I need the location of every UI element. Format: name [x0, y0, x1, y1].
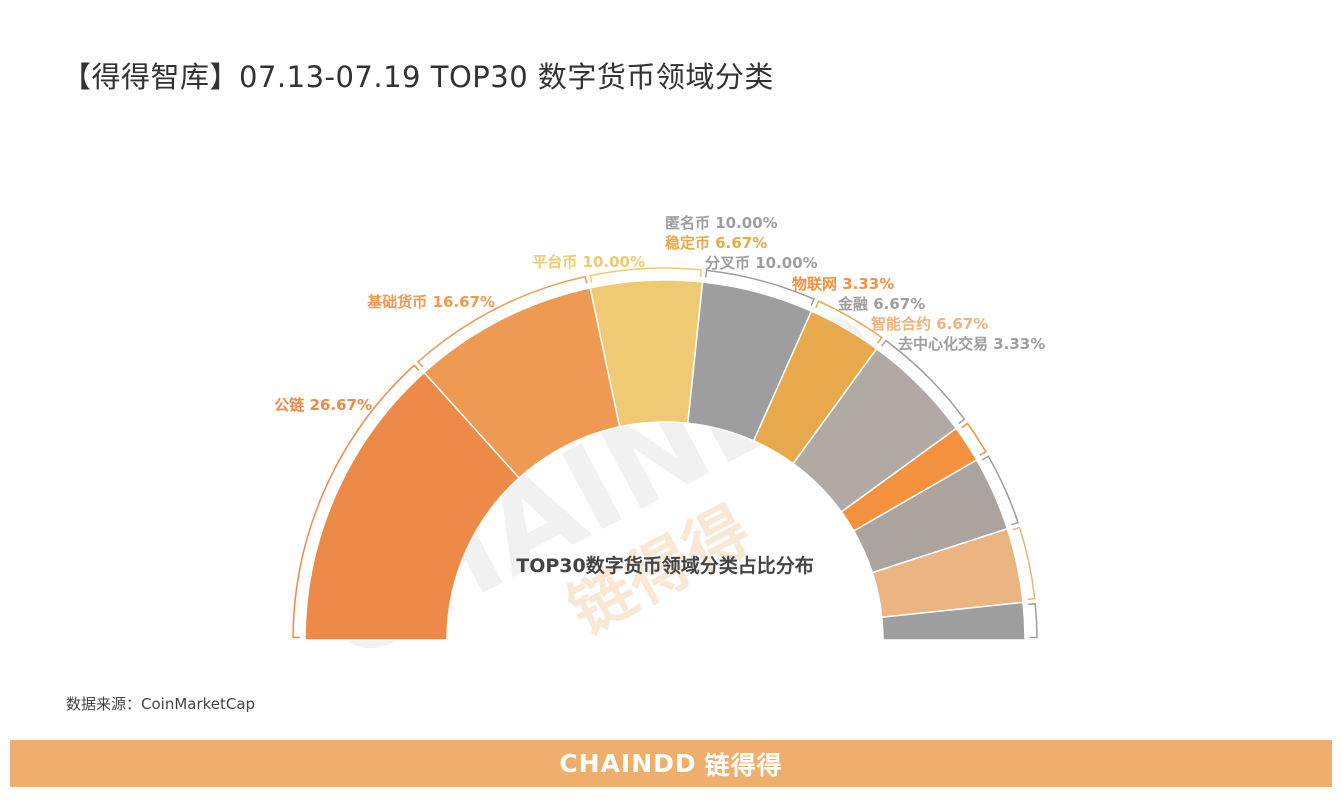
- label-平台币: 平台币 10.00%: [532, 253, 645, 271]
- bracket-物联网: [961, 422, 987, 456]
- label-公链: 公链 26.67%: [274, 396, 372, 414]
- footer-brand: CHAINDD: [559, 749, 697, 778]
- bracket-分叉币: [881, 339, 966, 425]
- chart-labels: 公链 26.67% 基础货币 16.67% 平台币 10.00% 匿名币 10.00%…: [274, 214, 1045, 414]
- slice-公链[interactable]: [304, 371, 521, 641]
- label-匿名币: 匿名币 10.00%: [665, 214, 778, 232]
- page-title: 【得得智库】07.13-07.19 TOP30 数字货币领域分类: [62, 60, 774, 94]
- bracket-基础货币: [416, 275, 588, 368]
- bracket-稳定币: [815, 300, 883, 344]
- data-source: 数据来源：CoinMarketCap: [66, 695, 256, 713]
- bracket-公链: [292, 364, 420, 639]
- footer-bar: CHAINDD 链得得: [10, 740, 1332, 787]
- label-金融: 金融 6.67%: [837, 295, 925, 313]
- chart-center-label: TOP30数字货币领域分类占比分布: [516, 554, 813, 577]
- chart-label-brackets: [292, 267, 1038, 639]
- label-物联网: 物联网 3.33%: [792, 275, 894, 293]
- label-分叉币: 分叉币 10.00%: [705, 254, 818, 272]
- slice-去中心化交易[interactable]: [880, 601, 1026, 641]
- bracket-智能合约: [1012, 526, 1036, 601]
- bracket-匿名币: [704, 269, 815, 306]
- footer-brand-cn: 链得得: [704, 750, 783, 780]
- chart-slices: [304, 279, 1026, 641]
- bracket-平台币: [589, 267, 703, 283]
- label-智能合约: 智能合约 6.67%: [871, 315, 988, 333]
- label-稳定币: 稳定币 6.67%: [665, 234, 767, 252]
- label-去中心化交易: 去中心化交易 3.33%: [898, 335, 1045, 353]
- label-基础货币: 基础货币 16.67%: [366, 293, 495, 311]
- bracket-去中心化交易: [1028, 602, 1038, 639]
- bracket-金融: [981, 455, 1019, 526]
